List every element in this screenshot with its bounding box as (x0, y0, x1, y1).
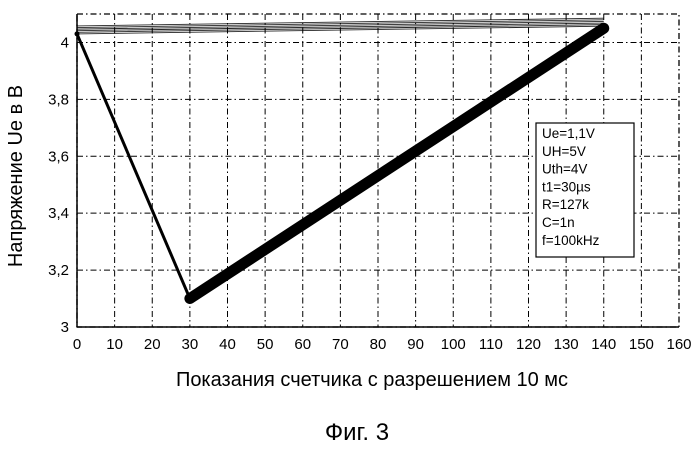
y-tick-label: 3,8 (48, 91, 69, 108)
legend-box: Ue=1,1V UH=5V Uth=4V t1=30µs R=127k C=1n f=100… (536, 123, 634, 257)
x-tick-label: 20 (144, 336, 161, 353)
series-return-trace (77, 20, 604, 28)
x-tick-label: 60 (294, 336, 311, 353)
series-discharge-segment (77, 34, 190, 299)
x-tick-label: 150 (629, 336, 654, 353)
y-tick-label: 3,2 (48, 262, 69, 279)
y-axis-label: Напряжение Ue в В (5, 85, 27, 267)
x-tick-label: 80 (370, 336, 387, 353)
legend-entry: R=127k (542, 197, 589, 212)
x-axis-label: Показания счетчика с разрешением 10 мс (176, 369, 568, 391)
x-tick-label: 70 (332, 336, 349, 353)
x-tick-label: 130 (554, 336, 579, 353)
y-tick-label: 3 (61, 319, 69, 336)
x-tick-label: 0 (73, 336, 81, 353)
legend-entry: C=1n (542, 215, 575, 230)
y-tick-label: 3,6 (48, 148, 69, 165)
x-tick-label: 160 (666, 336, 691, 353)
figure-caption: Фиг. 3 (325, 419, 389, 446)
x-tick-label: 120 (516, 336, 541, 353)
x-tick-label: 50 (257, 336, 274, 353)
legend-entry: Uth=4V (542, 162, 587, 177)
x-tick-label: 110 (479, 336, 503, 353)
legend-entry: f=100kHz (542, 233, 600, 248)
y-tick-label: 4 (61, 34, 69, 51)
x-tick-label: 40 (219, 336, 236, 353)
data-point (601, 26, 606, 31)
y-tick-label: 3,4 (48, 205, 69, 222)
data-point (187, 296, 192, 301)
legend-entry: Ue=1,1V (542, 126, 595, 141)
data-point (75, 31, 80, 36)
x-tick-label: 30 (182, 336, 199, 353)
x-tick-label: 100 (441, 336, 466, 353)
legend-entry: t1=30µs (542, 179, 591, 194)
x-tick-label: 10 (106, 336, 123, 353)
x-tick-label: 90 (407, 336, 424, 353)
legend-entry: UH=5V (542, 144, 586, 159)
x-tick-label: 140 (591, 336, 616, 353)
